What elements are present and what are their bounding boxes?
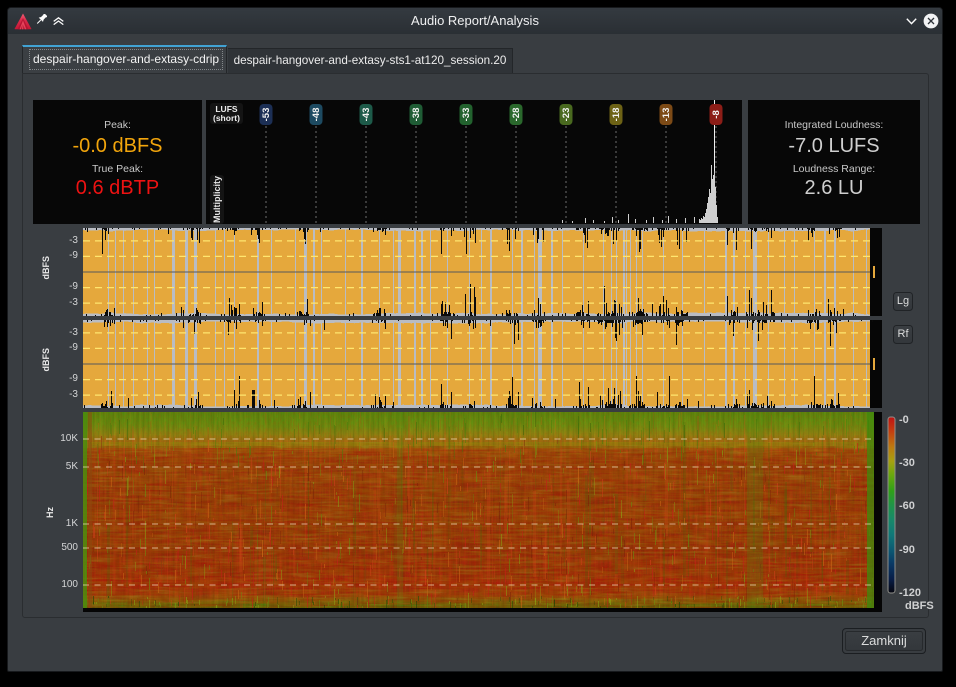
svg-text:-53: -53	[261, 108, 272, 122]
svg-text:-43: -43	[361, 108, 372, 122]
svg-text:-23: -23	[561, 108, 572, 122]
svg-text:-48: -48	[311, 108, 322, 122]
svg-text:-8: -8	[711, 110, 722, 118]
svg-text:-28: -28	[511, 108, 522, 122]
svg-text:-38: -38	[411, 108, 422, 122]
svg-text:-13: -13	[661, 108, 672, 122]
svg-text:-33: -33	[461, 108, 472, 122]
svg-text:-18: -18	[611, 108, 622, 122]
